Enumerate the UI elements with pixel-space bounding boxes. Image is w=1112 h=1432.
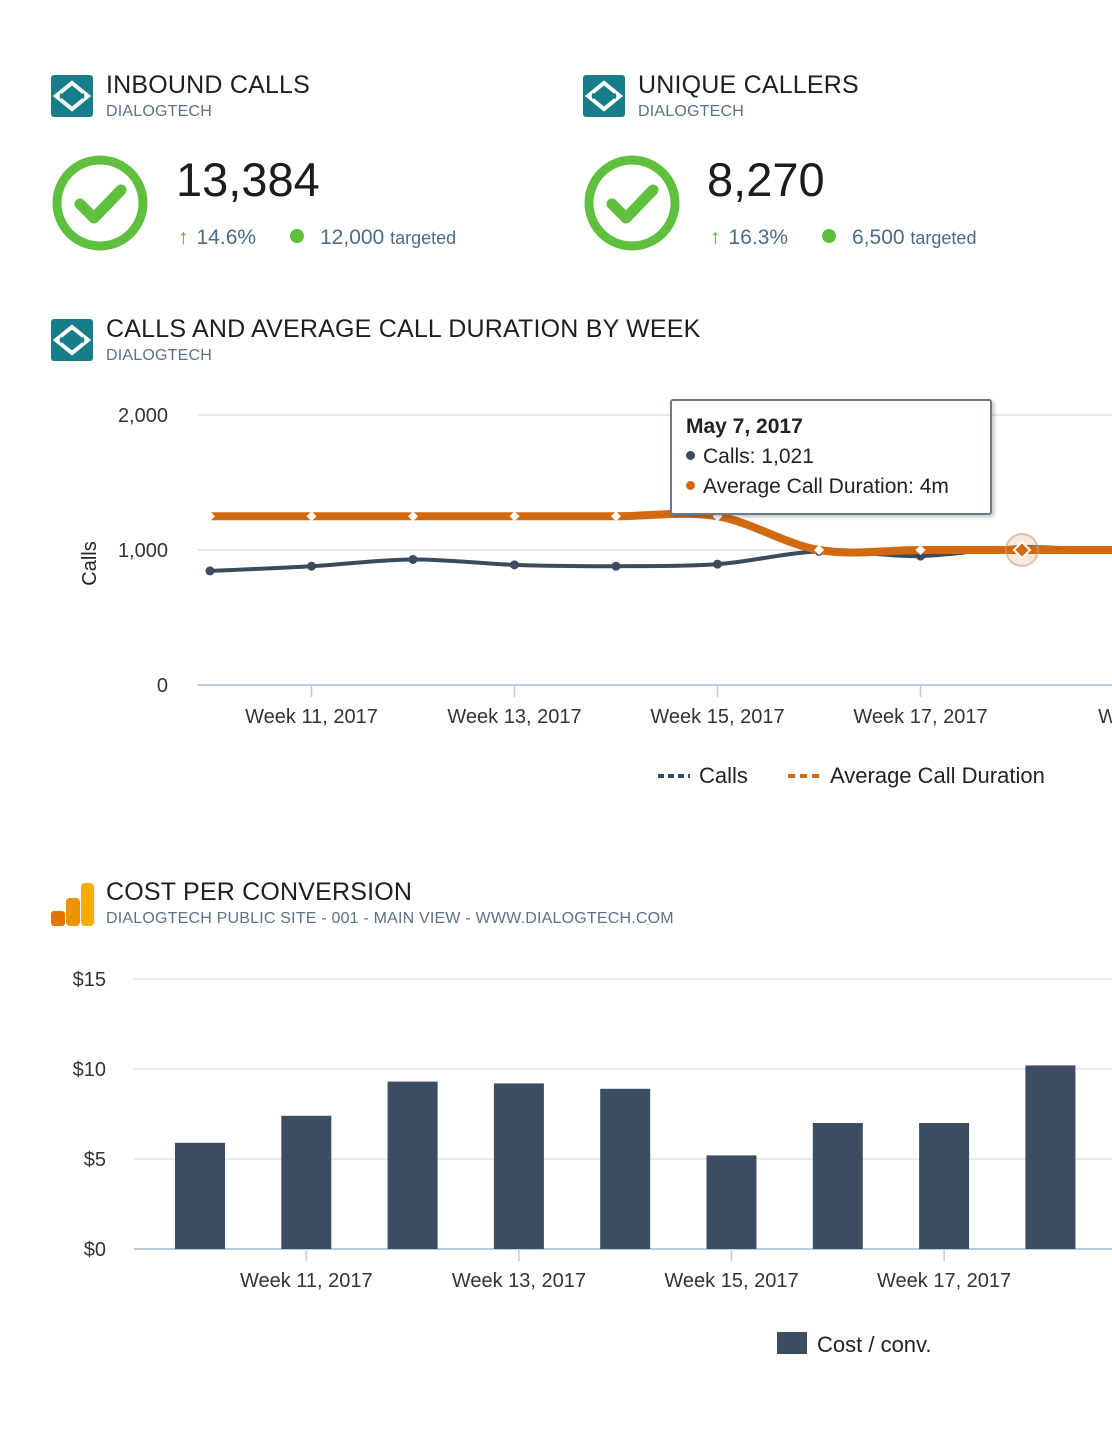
- duration-bullet-icon: [686, 481, 695, 490]
- legend-cost-per-conversion: Cost / conv.: [777, 1332, 932, 1357]
- bar: [493, 1083, 544, 1249]
- calls-bullet-icon: [686, 451, 695, 460]
- calls-point: [408, 554, 418, 564]
- duration-point: [915, 545, 926, 555]
- calls-point: [611, 561, 621, 571]
- dialogtech-logo: [51, 75, 93, 117]
- chart-tooltip: May 7, 2017 Calls: 1,021 Average Call Du…: [670, 399, 992, 515]
- x-tick-label: Week 15, 2017: [650, 706, 784, 728]
- dialogtech-logo: [51, 319, 93, 361]
- tooltip-calls-value: Calls: 1,021: [703, 445, 814, 468]
- widget-title-cost-chart: COST PER CONVERSION: [106, 878, 413, 906]
- y-tick-label: 1,000: [118, 540, 168, 562]
- legend-bar-label: Cost / conv.: [817, 1332, 932, 1357]
- kpi-change-unique-callers: ↑ 16.3%: [710, 226, 788, 250]
- y-tick-label: 2,000: [118, 405, 168, 427]
- kpi-target-label: targeted: [390, 228, 457, 248]
- kpi-change-value: 16.3%: [728, 226, 789, 249]
- kpi-target-value: 6,500: [852, 226, 905, 249]
- kpi-target-value: 12,000: [320, 226, 385, 249]
- bar: [706, 1155, 757, 1249]
- arrow-up-icon: ↑: [710, 226, 721, 249]
- widget-title-unique-callers: UNIQUE CALLERS: [638, 71, 859, 99]
- widget-title-inbound-calls: INBOUND CALLS: [106, 71, 311, 99]
- calls-duration-line-chart[interactable]: 0 1,000 2,000 Calls Week 11, 2017 Week 13, 20…: [0, 390, 1112, 820]
- y-tick-label: $0: [84, 1239, 106, 1261]
- google-analytics-logo: [51, 883, 94, 926]
- y-axis-label: Calls: [79, 541, 101, 585]
- duration-point: [306, 511, 317, 522]
- x-tick-label: Week 13, 2017: [447, 706, 581, 728]
- legend-calls: Calls: [658, 763, 748, 788]
- duration-point: [509, 511, 520, 522]
- bar: [175, 1142, 225, 1249]
- tooltip-duration-row: Average Call Duration: 4m: [686, 475, 990, 499]
- tooltip-calls-row: Calls: 1,021: [686, 445, 990, 469]
- widget-title-calls-chart: CALLS AND AVERAGE CALL DURATION BY WEEK: [106, 315, 701, 343]
- target-dot-icon: [822, 229, 836, 243]
- x-tick-label: Week 11, 2017: [245, 706, 378, 728]
- x-tick-label: Week 15, 2017: [664, 1270, 798, 1292]
- kpi-target-label: targeted: [910, 228, 977, 248]
- y-tick-label: 0: [157, 675, 168, 697]
- kpi-value-unique-callers: 8,270: [707, 153, 825, 206]
- duration-point-hovered: [1012, 540, 1032, 560]
- duration-point: [205, 511, 215, 522]
- kpi-change-value: 14.6%: [196, 226, 257, 249]
- x-tick-label: Week: [1098, 706, 1112, 728]
- bar: [919, 1123, 970, 1249]
- duration-point: [611, 511, 621, 522]
- duration-point: [408, 511, 418, 522]
- calls-point: [510, 560, 519, 570]
- legend-calls-label: Calls: [699, 763, 748, 788]
- x-tick-label: Week 13, 2017: [452, 1270, 586, 1292]
- kpi-value-inbound-calls: 13,384: [176, 153, 320, 206]
- check-circle-icon: [52, 155, 148, 251]
- bar: [1025, 1065, 1076, 1249]
- y-tick-label: $10: [73, 1059, 106, 1081]
- series-line-average-call-duration: [210, 509, 1112, 557]
- widget-source-cost-chart: DIALOGTECH PUBLIC SITE - 001 - MAIN VIEW…: [106, 910, 674, 927]
- x-tick-label: Week 11, 2017: [240, 1270, 373, 1292]
- arrow-up-icon: ↑: [178, 226, 189, 249]
- widget-source-calls-chart: DIALOGTECH: [106, 347, 213, 364]
- bar: [281, 1115, 332, 1249]
- dialogtech-logo: [583, 75, 625, 117]
- target-dot-icon: [290, 229, 304, 243]
- bar: [387, 1081, 438, 1249]
- duration-point: [814, 545, 824, 555]
- x-tick-label: Week 17, 2017: [877, 1270, 1011, 1292]
- widget-source-inbound-calls: DIALOGTECH: [106, 103, 213, 120]
- kpi-target-inbound-calls: 12,000 targeted: [290, 226, 456, 250]
- x-tick-label: Week 17, 2017: [853, 706, 987, 728]
- kpi-change-inbound-calls: ↑ 14.6%: [178, 226, 256, 250]
- kpi-target-unique-callers: 6,500 targeted: [822, 226, 976, 250]
- calls-point: [713, 559, 722, 569]
- calls-point: [307, 561, 316, 571]
- bar: [600, 1088, 651, 1249]
- y-tick-label: $15: [73, 969, 106, 991]
- legend-duration-label: Average Call Duration: [830, 763, 1045, 788]
- calls-point: [205, 566, 215, 576]
- legend-average-call-duration: Average Call Duration: [788, 763, 1045, 788]
- legend-bar-symbol: [777, 1332, 807, 1354]
- y-tick-label: $5: [84, 1149, 106, 1171]
- tooltip-duration-value: Average Call Duration: 4m: [703, 475, 949, 498]
- cost-per-conversion-bar-chart[interactable]: $0 $5 $10 $15 Week 11, 2017 Week 13, 2017 Week…: [0, 955, 1112, 1395]
- widget-source-unique-callers: DIALOGTECH: [638, 103, 745, 120]
- check-circle-icon: [584, 155, 680, 251]
- tooltip-date: May 7, 2017: [686, 415, 803, 438]
- bar: [812, 1123, 863, 1249]
